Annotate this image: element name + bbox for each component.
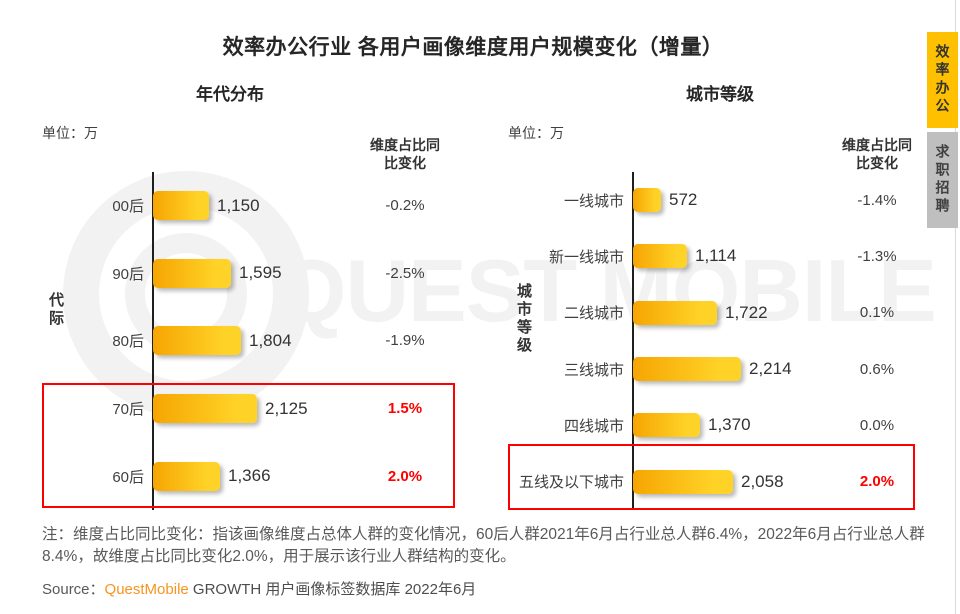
chart-row: 60后 1,366 — [30, 442, 370, 510]
bar-value-label: 1,366 — [228, 466, 271, 486]
bar — [633, 188, 661, 213]
category-label: 二线城市 — [563, 305, 624, 323]
chart-row: 80后 1,804 — [30, 307, 370, 375]
bar-value-label: 2,214 — [749, 359, 792, 379]
change-value: -1.3% — [857, 247, 897, 265]
category-label: 80后 — [112, 333, 144, 351]
bar-value-label: 1,722 — [725, 302, 768, 322]
change-value: 1.5% — [387, 400, 423, 418]
right-divider-line — [955, 0, 956, 614]
bar — [633, 300, 717, 325]
chart-subtitle: 城市等级 — [686, 85, 754, 104]
bar — [633, 413, 700, 438]
bar-value-label: 1,114 — [695, 246, 737, 266]
axis-label: 城市等级 — [515, 283, 532, 355]
change-value: -0.2% — [385, 197, 425, 215]
unit-label: 单位：万 — [508, 125, 564, 141]
bar-rows: 00后 1,150 90后 1,595 80后 1,804 70后 2,125 60后 1,366 — [30, 172, 370, 510]
category-label: 一线城市 — [563, 192, 624, 210]
bar-value-label: 1,370 — [708, 415, 751, 435]
category-label: 60后 — [112, 468, 144, 486]
change-value: 0.1% — [859, 304, 895, 322]
change-value: 2.0% — [859, 473, 895, 491]
source-line: Source：QuestMobile GROWTH 用户画像标签数据库 2022… — [42, 578, 476, 599]
change-value: -1.4% — [857, 191, 897, 209]
watermark-text: QUEST MOBILE — [278, 241, 937, 340]
bar-value-label: 2,125 — [265, 398, 308, 418]
bar-value-label: 1,150 — [217, 195, 260, 215]
category-label: 新一线城市 — [548, 248, 624, 266]
change-value: 2.0% — [387, 467, 423, 485]
footnote: 注：维度占比同比变化：指该画像维度占总体人群的变化情况，60后人群2021年6月… — [42, 526, 925, 565]
bar-value-label: 2,058 — [741, 471, 784, 491]
chart-row: 一线城市 572 — [490, 172, 830, 228]
bar — [153, 258, 231, 288]
source-rest: GROWTH 用户画像标签数据库 2022年6月 — [188, 581, 477, 598]
unit-label: 单位：万 — [42, 125, 98, 141]
bar-rows: 一线城市 572 新一线城市 1,114 二线城市 1,722 三线城市 2,214 四线城市 1… — [490, 172, 830, 510]
bar — [633, 469, 733, 494]
source-label: Source： — [42, 581, 105, 598]
change-value: 0.6% — [859, 360, 895, 378]
change-value: -1.9% — [385, 332, 425, 350]
bar — [153, 461, 220, 491]
chart-row: 五线及以下城市 2,058 — [490, 454, 830, 510]
chart-row: 二线城市 1,722 — [490, 285, 830, 341]
chart-row: 四线城市 1,370 — [490, 397, 830, 453]
tab-efficiency-office[interactable]: 效率办公 — [927, 32, 958, 128]
category-label: 90后 — [112, 265, 144, 283]
chart-subtitle: 年代分布 — [196, 85, 264, 104]
source-brand: QuestMobile — [104, 581, 189, 598]
y-axis-line — [632, 172, 634, 510]
chart-row: 70后 2,125 — [30, 375, 370, 443]
change-value: -2.5% — [385, 264, 425, 282]
chart-row: 新一线城市 1,114 — [490, 228, 830, 284]
chart-row: 90后 1,595 — [30, 240, 370, 308]
change-column-header: 维度占比同比变化 — [370, 137, 440, 172]
axis-label: 代际 — [47, 292, 64, 328]
bar — [633, 357, 741, 382]
change-column-header: 维度占比同比变化 — [842, 137, 912, 172]
bar-value-label: 572 — [669, 190, 698, 210]
change-value: 0.0% — [859, 416, 895, 434]
bar — [633, 244, 687, 269]
bar — [153, 191, 209, 221]
bar — [153, 326, 241, 356]
category-label: 三线城市 — [563, 361, 624, 379]
chart-row: 00后 1,150 — [30, 172, 370, 240]
bar-value-label: 1,595 — [239, 263, 282, 283]
category-label: 四线城市 — [563, 417, 624, 435]
category-label: 00后 — [112, 198, 144, 216]
category-label: 70后 — [112, 401, 144, 419]
page-title: 效率办公行业 各用户画像维度用户规模变化（增量） — [222, 36, 724, 59]
tab-job-recruiting[interactable]: 求职招聘 — [927, 132, 958, 228]
change-value-column: -0.2% -2.5% -1.9% 1.5% 2.0% — [355, 172, 455, 510]
category-label: 五线及以下城市 — [518, 474, 624, 492]
bar — [153, 394, 257, 424]
chart-row: 三线城市 2,214 — [490, 341, 830, 397]
bar-value-label: 1,804 — [249, 330, 292, 350]
change-value-column: -1.4% -1.3% 0.1% 0.6% 0.0% 2.0% — [827, 172, 927, 510]
